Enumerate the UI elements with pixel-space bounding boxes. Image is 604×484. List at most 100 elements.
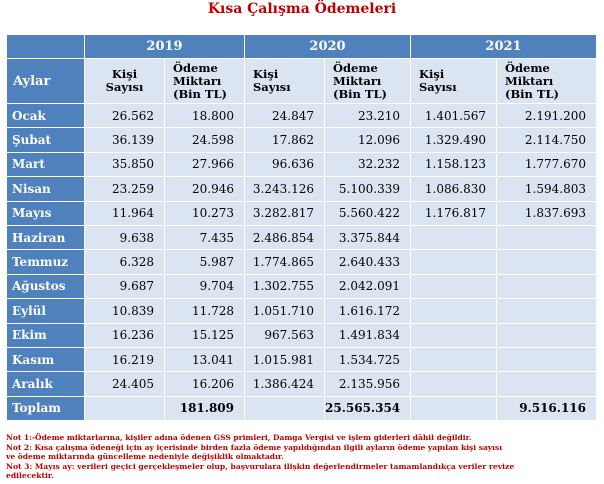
cell-kisi-2019: 9.687	[84, 273, 165, 300]
month-label: Kasım	[6, 346, 85, 373]
col-odeme-2020: Ödeme Miktarı (Bin TL)	[324, 58, 411, 104]
payments-table: 2019 2020 2021 Aylar Kişi Sayısı Ödeme Mik…	[6, 34, 597, 421]
cell-odeme-2021	[496, 346, 597, 373]
total-empty-cell	[84, 395, 165, 421]
cell-kisi-2020: 17.862	[244, 127, 325, 153]
cell-kisi-2020: 2.486.854	[244, 224, 325, 251]
month-label: Mart	[6, 151, 85, 178]
cell-kisi-2019: 24.405	[84, 371, 165, 397]
cell-kisi-2019: 36.139	[84, 127, 165, 153]
cell-kisi-2019: 6.328	[84, 249, 165, 275]
cell-odeme-2019: 27.966	[164, 151, 245, 178]
cell-odeme-2021	[496, 322, 597, 348]
months-header: Aylar	[6, 58, 85, 104]
note-1: Not 1:-Ödeme miktarlarına, kişiler adına…	[6, 433, 472, 442]
col-odeme-2019: Ödeme Miktarı (Bin TL)	[164, 58, 245, 104]
table-row: Şubat 36.139 24.598 17.862 12.096 1.329.490 2.…	[6, 127, 597, 153]
cell-kisi-2019: 11.964	[84, 200, 165, 226]
month-label: Aralık	[6, 371, 85, 397]
cell-odeme-2021	[496, 298, 597, 324]
month-label: Ekim	[6, 322, 85, 348]
cell-odeme-2020: 12.096	[324, 127, 411, 153]
cell-odeme-2020: 23.210	[324, 102, 411, 129]
month-label: Temmuz	[6, 249, 85, 275]
cell-kisi-2020: 24.847	[244, 102, 325, 129]
cell-odeme-2020: 1.534.725	[324, 346, 411, 373]
month-label: Ocak	[6, 102, 85, 129]
cell-odeme-2019: 15.125	[164, 322, 245, 348]
col-kisi-2019: Kişi Sayısı	[84, 58, 165, 104]
cell-kisi-2019: 26.562	[84, 102, 165, 129]
cell-kisi-2021: 1.401.567	[410, 102, 497, 129]
cell-odeme-2019: 10.273	[164, 200, 245, 226]
cell-odeme-2020: 2.135.956	[324, 371, 411, 397]
col-kisi-2021: Kişi Sayısı	[410, 58, 497, 104]
cell-kisi-2019: 23.259	[84, 176, 165, 202]
total-odeme-2020: 25.565.354	[324, 395, 411, 421]
cell-kisi-2020: 96.636	[244, 151, 325, 178]
table-row: Ocak 26.562 18.800 24.847 23.210 1.401.567 2.1…	[6, 102, 597, 129]
cell-odeme-2019: 5.987	[164, 249, 245, 275]
table-row: Aralık 24.405 16.206 1.386.424 2.135.956	[6, 371, 597, 397]
cell-odeme-2019: 18.800	[164, 102, 245, 129]
cell-odeme-2019: 7.435	[164, 224, 245, 251]
cell-odeme-2019: 11.728	[164, 298, 245, 324]
month-label: Ağustos	[6, 273, 85, 300]
cell-odeme-2020: 2.640.433	[324, 249, 411, 275]
month-label: Haziran	[6, 224, 85, 251]
cell-odeme-2020: 3.375.844	[324, 224, 411, 251]
cell-odeme-2021	[496, 273, 597, 300]
year-2021-header: 2021	[410, 34, 597, 59]
total-odeme-2021: 9.516.116	[496, 395, 597, 421]
cell-odeme-2019: 9.704	[164, 273, 245, 300]
cell-odeme-2021: 1.777.670	[496, 151, 597, 178]
note-2-cont: ve ödeme miktarında güncelleme nedeniyle…	[6, 452, 284, 461]
cell-kisi-2019: 10.839	[84, 298, 165, 324]
month-label: Nisan	[6, 176, 85, 202]
table-row: Mart 35.850 27.966 96.636 32.232 1.158.123 1.7…	[6, 151, 597, 178]
cell-odeme-2019: 13.041	[164, 346, 245, 373]
cell-kisi-2021	[410, 346, 497, 373]
cell-kisi-2019: 9.638	[84, 224, 165, 251]
cell-kisi-2019: 35.850	[84, 151, 165, 178]
note-2: Not 2: Kısa çalışma ödeneği için ay içer…	[6, 442, 503, 452]
cell-kisi-2020: 967.563	[244, 322, 325, 348]
table-row: Ekim 16.236 15.125 967.563 1.491.834	[6, 322, 597, 348]
table-row: Kasım 16.219 13.041 1.015.981 1.534.725	[6, 346, 597, 373]
cell-odeme-2020: 1.616.172	[324, 298, 411, 324]
table-row: Ağustos 9.687 9.704 1.302.755 2.042.091	[6, 273, 597, 300]
cell-kisi-2020: 1.774.865	[244, 249, 325, 275]
col-odeme-2021: Ödeme Miktarı (Bin TL)	[496, 58, 597, 104]
cell-kisi-2020: 1.302.755	[244, 273, 325, 300]
year-header-row: 2019 2020 2021	[6, 34, 597, 59]
table-row: Eylül 10.839 11.728 1.051.710 1.616.172	[6, 298, 597, 324]
month-label: Eylül	[6, 298, 85, 324]
cell-odeme-2021: 2.114.750	[496, 127, 597, 153]
total-empty-cell	[244, 395, 325, 421]
table-row: Temmuz 6.328 5.987 1.774.865 2.640.433	[6, 249, 597, 275]
month-rows: Ocak 26.562 18.800 24.847 23.210 1.401.567 2.1…	[6, 102, 597, 397]
cell-kisi-2021: 1.176.817	[410, 200, 497, 226]
cell-kisi-2019: 16.236	[84, 322, 165, 348]
cell-odeme-2021: 2.191.200	[496, 102, 597, 129]
cell-kisi-2020: 1.051.710	[244, 298, 325, 324]
cell-odeme-2019: 16.206	[164, 371, 245, 397]
col-kisi-2020: Kişi Sayısı	[244, 58, 325, 104]
cell-odeme-2019: 20.946	[164, 176, 245, 202]
table-row: Mayıs 11.964 10.273 3.282.817 5.560.422 1.176…	[6, 200, 597, 226]
cell-odeme-2020: 5.560.422	[324, 200, 411, 226]
cell-odeme-2019: 24.598	[164, 127, 245, 153]
cell-kisi-2021: 1.158.123	[410, 151, 497, 178]
note-3: Not 3: Mayıs ay: verileri geçici gerçekl…	[6, 461, 515, 471]
month-label: Mayıs	[6, 200, 85, 226]
cell-odeme-2021	[496, 249, 597, 275]
year-2020-header: 2020	[244, 34, 411, 59]
cell-odeme-2021: 1.594.803	[496, 176, 597, 202]
column-header-row: Aylar Kişi Sayısı Ödeme Miktarı (Bin TL) Ki…	[6, 58, 597, 104]
cell-kisi-2021	[410, 224, 497, 251]
cell-kisi-2020: 3.282.817	[244, 200, 325, 226]
cell-odeme-2020: 5.100.339	[324, 176, 411, 202]
total-empty-cell	[410, 395, 497, 421]
cell-kisi-2019: 16.219	[84, 346, 165, 373]
year-2019-header: 2019	[84, 34, 245, 59]
